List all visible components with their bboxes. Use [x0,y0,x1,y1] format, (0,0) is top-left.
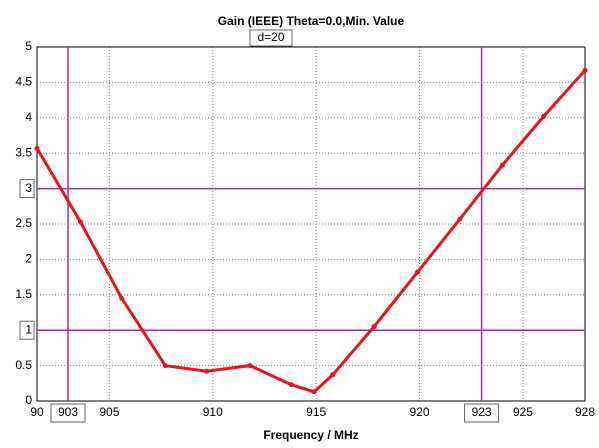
data-point [541,113,547,119]
data-point [204,368,210,374]
y-tick-label: 1.5 [15,287,32,301]
data-point [34,145,40,151]
data-point [414,269,420,275]
chart-title: Gain (IEEE) Theta=0.0,Min. Value [218,14,405,28]
marker-label: 1 [25,322,32,336]
y-tick-label: 0 [25,393,32,407]
data-point [330,372,336,378]
data-point [247,363,253,369]
x-tick-label: 910 [203,405,223,419]
x-tick-label: 905 [99,405,119,419]
x-tick-label: 925 [513,405,533,419]
x-tick-label: 920 [410,405,430,419]
marker-label: 903 [58,405,78,419]
marker-label: 3 [25,181,32,195]
y-tick-label: 4 [25,110,32,124]
y-tick-label: 2 [25,252,32,266]
y-tick-label: 2.5 [15,216,32,230]
data-point [162,363,168,369]
data-point [371,324,377,330]
data-point [499,162,505,168]
plot-frame [36,46,586,402]
x-tick-label: 928 [575,405,595,419]
x-tick-label: 915 [306,405,326,419]
y-tick-label: 0.5 [15,358,32,372]
marker-label: 923 [472,405,492,419]
y-tick-label: 3.5 [15,145,32,159]
marker-label-box [19,179,35,199]
annotation: d=20 [257,30,284,44]
data-point [77,219,83,225]
data-point [582,67,588,73]
data-point [457,216,463,222]
y-tick-label: 5 [25,39,32,53]
x-tick-label: 90 [30,405,44,419]
data-point [119,295,125,301]
annotation-box [249,29,293,47]
data-point [288,382,294,388]
data-point [311,389,317,395]
marker-label-box [50,403,86,423]
y-tick-label: 4.5 [15,75,32,89]
x-axis-label: Frequency / MHz [263,428,358,442]
marker-label-box [464,403,500,423]
marker-label-box [19,320,35,340]
